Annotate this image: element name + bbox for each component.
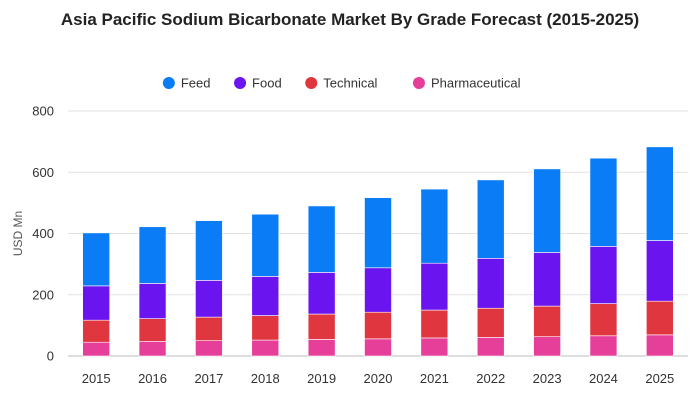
bar-feed-2017 <box>195 220 223 281</box>
chart-title: Asia Pacific Sodium Bicarbonate Market B… <box>60 10 640 29</box>
x-tick-label-2015: 2015 <box>82 371 111 386</box>
bar-food-2022 <box>476 258 505 309</box>
legend-label-technical: Technical <box>323 76 377 91</box>
legend-swatch-pharmaceutical <box>412 77 425 89</box>
bar-food-2021 <box>420 262 449 311</box>
x-tick-label-2018: 2018 <box>251 371 280 386</box>
x-tick-label-2023: 2023 <box>533 371 562 386</box>
x-tick-label-2017: 2017 <box>194 371 223 386</box>
bar-food-2024 <box>589 246 618 304</box>
bar-technical-2025 <box>646 300 674 336</box>
bar-feed-2023 <box>533 168 561 253</box>
legend-swatch-feed <box>162 77 175 89</box>
legend-label-feed: Feed <box>181 76 211 91</box>
bar-feed-2016 <box>138 226 167 284</box>
x-tick-label-2020: 2020 <box>364 371 393 386</box>
bar-feed-2022 <box>476 179 505 259</box>
bar-technical-2018 <box>251 315 280 341</box>
bar-pharmaceutical-2016 <box>138 340 167 357</box>
bar-technical-2016 <box>138 318 167 342</box>
bar-feed-2025 <box>646 146 674 241</box>
bar-feed-2019 <box>307 205 336 273</box>
bar-technical-2017 <box>195 316 223 341</box>
bar-technical-2023 <box>533 305 561 338</box>
y-tick-label-600: 600 <box>32 165 54 180</box>
y-axis-label: USD Mn <box>11 211 25 256</box>
bar-food-2023 <box>533 252 561 307</box>
bar-food-2016 <box>138 283 167 319</box>
legend-swatch-food <box>234 77 247 89</box>
bar-pharmaceutical-2022 <box>476 337 505 357</box>
bar-pharmaceutical-2025 <box>646 334 674 357</box>
bar-food-2020 <box>364 267 392 313</box>
x-tick-label-2024: 2024 <box>589 371 618 386</box>
bar-technical-2021 <box>420 309 449 339</box>
bar-pharmaceutical-2015 <box>82 341 110 357</box>
bar-technical-2019 <box>307 313 336 340</box>
bar-pharmaceutical-2020 <box>364 338 392 357</box>
bar-pharmaceutical-2017 <box>195 340 223 357</box>
bar-pharmaceutical-2021 <box>420 337 449 357</box>
bar-feed-2021 <box>420 188 449 264</box>
bar-feed-2018 <box>251 213 280 277</box>
x-tick-label-2016: 2016 <box>138 371 167 386</box>
x-tick-label-2025: 2025 <box>645 371 674 386</box>
bar-food-2025 <box>646 240 674 302</box>
bar-technical-2024 <box>589 303 618 337</box>
bar-technical-2020 <box>364 311 392 340</box>
legend-swatch-technical <box>305 77 318 89</box>
bar-feed-2024 <box>589 157 618 247</box>
legend-label-food: Food <box>252 76 282 91</box>
bar-pharmaceutical-2019 <box>307 339 336 357</box>
bar-technical-2022 <box>476 307 505 338</box>
y-tick-label-200: 200 <box>32 287 54 302</box>
bar-feed-2020 <box>364 197 392 269</box>
y-tick-label-800: 800 <box>32 104 54 119</box>
bar-food-2017 <box>195 280 223 318</box>
bar-pharmaceutical-2024 <box>589 335 618 357</box>
bar-food-2015 <box>82 285 110 321</box>
bar-pharmaceutical-2023 <box>533 336 561 357</box>
bar-technical-2015 <box>82 319 110 343</box>
bar-feed-2015 <box>82 232 110 287</box>
bar-food-2018 <box>251 276 280 316</box>
x-tick-label-2021: 2021 <box>420 371 449 386</box>
x-tick-label-2019: 2019 <box>307 371 336 386</box>
y-tick-label-400: 400 <box>32 226 54 241</box>
y-tick-label-0: 0 <box>47 349 54 364</box>
x-tick-label-2022: 2022 <box>476 371 505 386</box>
bar-pharmaceutical-2018 <box>251 339 280 357</box>
legend-label-pharmaceutical: Pharmaceutical <box>431 76 521 91</box>
bar-food-2019 <box>307 272 336 315</box>
